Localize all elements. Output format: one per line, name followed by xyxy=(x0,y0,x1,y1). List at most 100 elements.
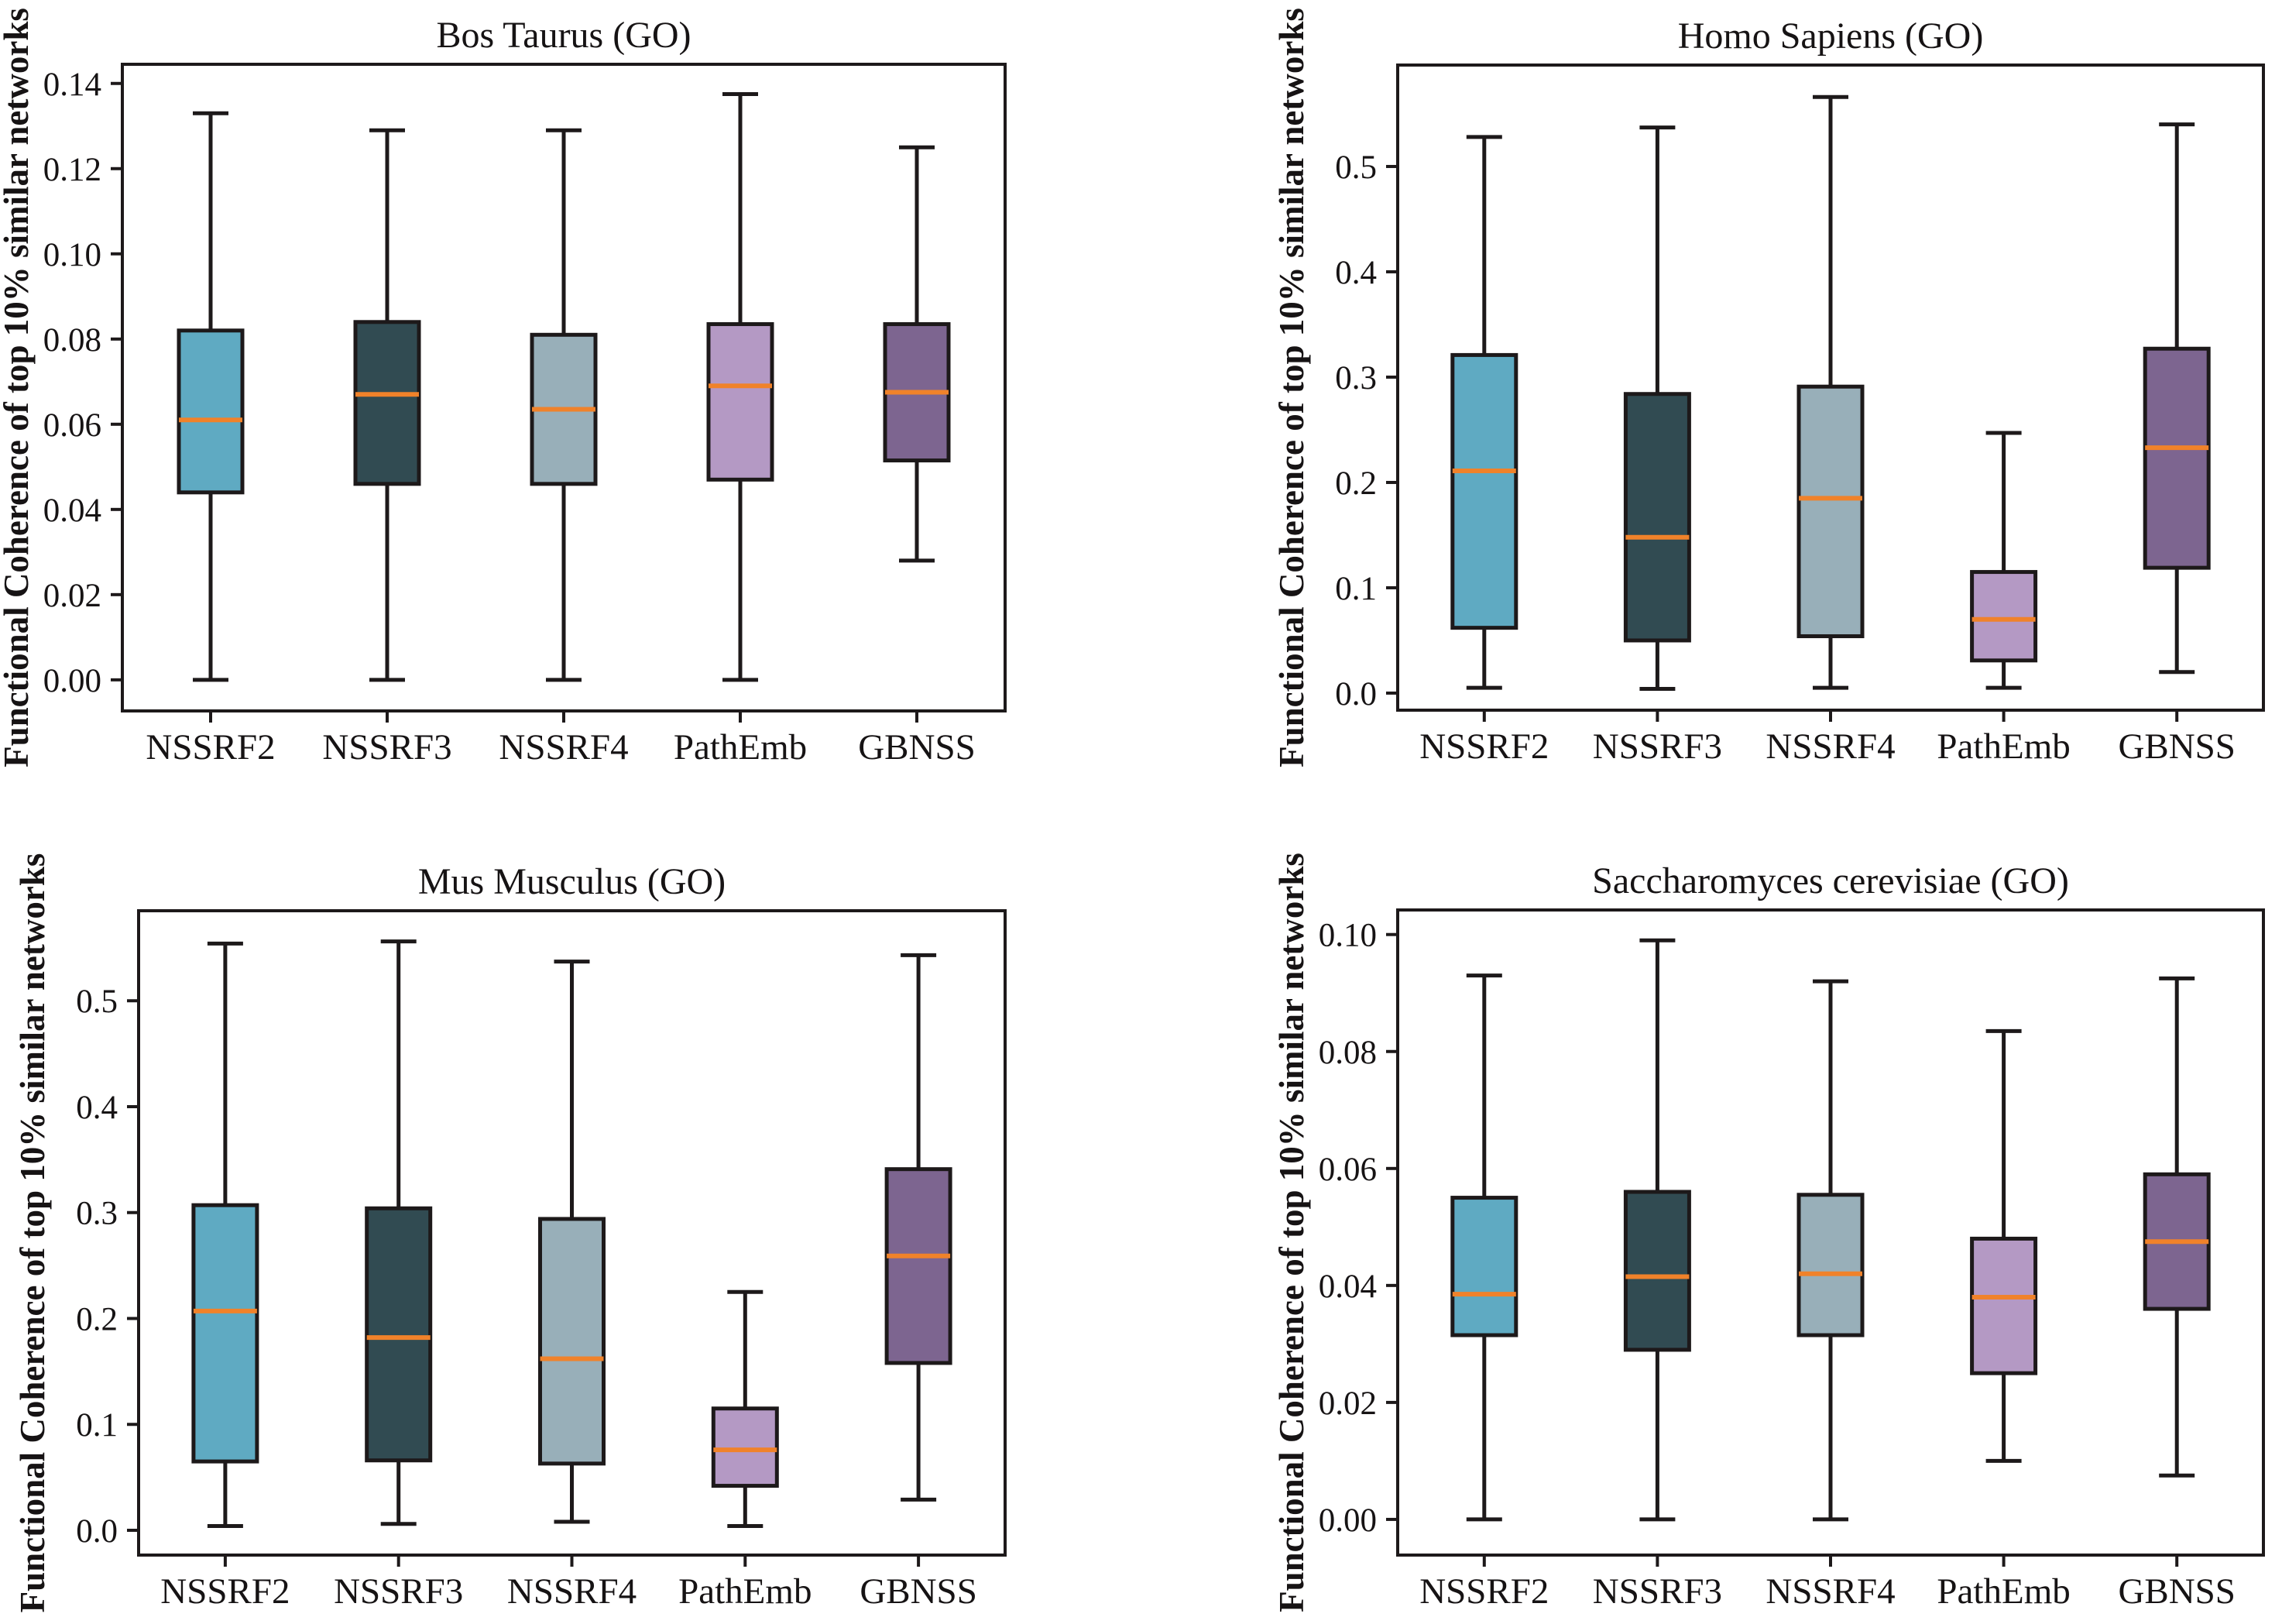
xtick-label: PathEmb xyxy=(678,1571,812,1612)
boxplot-NSSRF3 xyxy=(1623,125,1691,692)
ytick-label: 0.04 xyxy=(43,493,101,529)
ytick-label: 0.1 xyxy=(76,1407,118,1444)
boxplot-PathEmb xyxy=(1970,431,2038,690)
xtick-label: GBNSS xyxy=(858,727,976,767)
iqr-box xyxy=(1450,352,1518,630)
boxplot-PathEmb xyxy=(706,92,774,682)
xtick-label: NSSRF3 xyxy=(322,727,451,767)
xtick-label: NSSRF4 xyxy=(1766,1571,1895,1612)
boxplot-NSSRF4 xyxy=(538,960,606,1524)
axes-frame xyxy=(1396,64,2265,712)
ytick-label: 0.5 xyxy=(1335,149,1377,186)
ytick-label: 0.2 xyxy=(1335,465,1377,502)
iqr-box xyxy=(706,322,774,482)
ytick-label: 0.0 xyxy=(1335,676,1377,712)
boxplot-NSSRF2 xyxy=(1450,973,1518,1522)
xtick-label: NSSRF2 xyxy=(1419,1571,1549,1612)
boxplot-NSSRF3 xyxy=(365,939,433,1526)
ytick-label: 0.08 xyxy=(1319,1035,1377,1071)
xtick-label: NSSRF3 xyxy=(334,1571,463,1612)
iqr-box xyxy=(177,328,245,495)
xtick-label: PathEmb xyxy=(1937,726,2070,767)
boxplot-NSSRF2 xyxy=(177,111,245,682)
boxplot-PathEmb xyxy=(1970,1028,2038,1463)
xtick-label: NSSRF3 xyxy=(1593,726,1722,767)
y-axis-label: Functional Coherence of top 10% similar … xyxy=(0,8,36,767)
y-axis-label: Functional Coherence of top 10% similar … xyxy=(1272,8,1311,767)
iqr-box xyxy=(711,1406,779,1488)
chart-title: Homo Sapiens (GO) xyxy=(1678,15,1984,57)
xtick-label: PathEmb xyxy=(1937,1571,2070,1612)
xtick-label: GBNSS xyxy=(860,1571,977,1612)
iqr-box xyxy=(2143,346,2211,570)
ytick-label: 0.0 xyxy=(76,1513,118,1550)
ytick-label: 0.4 xyxy=(1335,255,1377,291)
ytick-label: 0.08 xyxy=(43,322,101,359)
boxplot-NSSRF3 xyxy=(1623,938,1691,1522)
ytick-label: 0.10 xyxy=(43,237,101,273)
xtick-label: NSSRF3 xyxy=(1593,1571,1722,1612)
ytick-label: 0.14 xyxy=(43,67,101,103)
ytick-label: 0.5 xyxy=(76,984,118,1020)
axes-frame xyxy=(1396,908,2265,1557)
boxplot-NSSRF2 xyxy=(1450,135,1518,690)
ytick-label: 0.4 xyxy=(76,1090,118,1126)
iqr-box xyxy=(365,1206,433,1463)
boxplot-NSSRF2 xyxy=(191,941,259,1529)
xtick-label: NSSRF4 xyxy=(1766,726,1895,767)
iqr-box xyxy=(1796,1193,1865,1337)
boxplot-NSSRF4 xyxy=(530,128,598,682)
boxplot-NSSRF3 xyxy=(353,128,421,682)
chart-2: Mus Musculus (GO) Functional Coherence of… xyxy=(13,853,1007,1613)
ytick-label: 0.06 xyxy=(1319,1152,1377,1188)
xtick-label: NSSRF4 xyxy=(499,727,628,767)
boxplot-PathEmb xyxy=(711,1289,779,1529)
iqr-box xyxy=(884,1167,952,1365)
xtick-label: NSSRF4 xyxy=(507,1571,637,1612)
iqr-box xyxy=(1970,1236,2038,1375)
xtick-label: NSSRF2 xyxy=(160,1571,290,1612)
xtick-label: GBNSS xyxy=(2118,726,2236,767)
ytick-label: 0.10 xyxy=(1319,918,1377,954)
axes-frame xyxy=(137,909,1007,1557)
chart-3: Saccharomyces cerevisiae (GO) Functional … xyxy=(1272,853,2265,1612)
chart-0: Bos Taurus (GO) Functional Coherence of t… xyxy=(0,8,1007,767)
xtick-label: NSSRF2 xyxy=(1419,726,1549,767)
ytick-label: 0.02 xyxy=(1319,1385,1377,1422)
chart-title: Mus Musculus (GO) xyxy=(418,861,726,902)
iqr-box xyxy=(1450,1196,1518,1337)
iqr-box xyxy=(1970,570,2038,663)
iqr-box xyxy=(353,320,421,486)
iqr-box xyxy=(538,1217,606,1466)
ytick-label: 0.1 xyxy=(1335,571,1377,607)
iqr-box xyxy=(1623,392,1691,643)
chart-title: Bos Taurus (GO) xyxy=(436,15,691,56)
boxplot-GBNSS xyxy=(883,145,951,563)
boxplot-GBNSS xyxy=(2143,122,2211,675)
ytick-label: 0.3 xyxy=(1335,360,1377,397)
iqr-box xyxy=(1623,1190,1691,1352)
boxplot-GBNSS xyxy=(2143,976,2211,1478)
ytick-label: 0.06 xyxy=(43,407,101,444)
y-axis-label: Functional Coherence of top 10% similar … xyxy=(13,853,52,1613)
ytick-label: 0.3 xyxy=(76,1196,118,1232)
boxplot-NSSRF4 xyxy=(1796,979,1865,1522)
xtick-label: NSSRF2 xyxy=(146,727,275,767)
iqr-box xyxy=(1796,384,1865,639)
y-axis-label: Functional Coherence of top 10% similar … xyxy=(1272,853,1311,1612)
boxplot-GBNSS xyxy=(884,953,952,1502)
axes-frame xyxy=(121,63,1007,712)
ytick-label: 0.12 xyxy=(43,152,101,188)
ytick-label: 0.02 xyxy=(43,578,101,614)
ytick-label: 0.00 xyxy=(43,663,101,699)
xtick-label: PathEmb xyxy=(674,727,807,767)
ytick-label: 0.00 xyxy=(1319,1502,1377,1539)
chart-1: Homo Sapiens (GO) Functional Coherence of… xyxy=(1272,8,2265,767)
chart-title: Saccharomyces cerevisiae (GO) xyxy=(1592,860,2069,901)
ytick-label: 0.04 xyxy=(1319,1269,1377,1305)
iqr-box xyxy=(191,1203,259,1464)
ytick-label: 0.2 xyxy=(76,1301,118,1337)
boxplot-NSSRF4 xyxy=(1796,94,1865,690)
